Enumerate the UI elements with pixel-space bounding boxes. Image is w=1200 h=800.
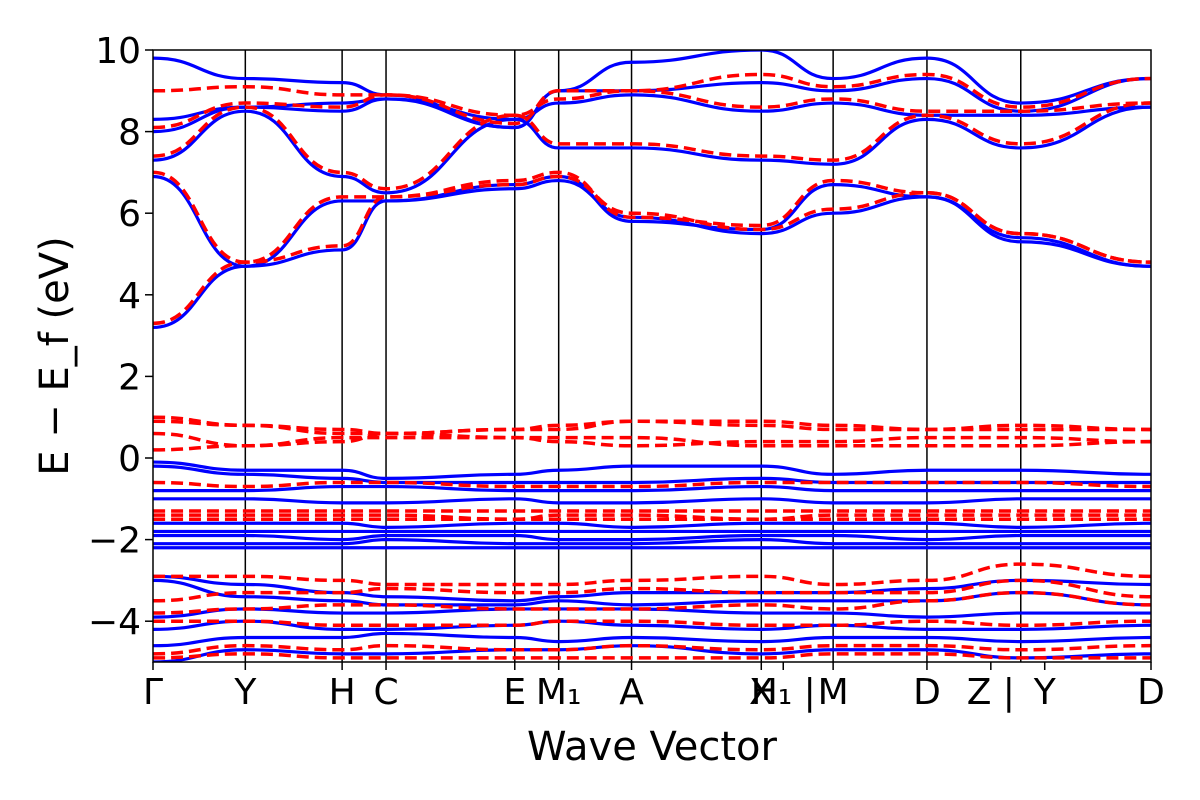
plot-area xyxy=(152,49,1152,663)
x-axis-ticks: Γ Y H C E M₁ A XH₁ | M D Z | Y D xyxy=(143,662,1165,713)
band-line xyxy=(153,464,1151,485)
y-tick-label: −2 xyxy=(88,521,141,562)
x-tick-label: M xyxy=(818,672,849,713)
x-tick-label: H₁ | xyxy=(751,672,816,713)
y-axis-ticks: 10 8 6 4 2 0 −2 −4 xyxy=(88,31,153,643)
band-line xyxy=(153,89,1151,130)
band-line xyxy=(153,105,1151,195)
solid-band-series xyxy=(153,50,1151,662)
band-line xyxy=(153,50,1151,130)
band-line xyxy=(153,480,1151,489)
band-line xyxy=(153,607,1151,619)
x-axis-title: Wave Vector xyxy=(527,724,778,770)
x-tick-label: A xyxy=(619,672,644,713)
band-line xyxy=(153,76,1151,130)
plot-frame xyxy=(152,49,1152,663)
band-line xyxy=(153,431,1151,452)
x-tick-label: M₁ xyxy=(536,672,582,713)
band-line xyxy=(153,578,1151,603)
band-lines xyxy=(153,50,1151,662)
band-line xyxy=(153,631,1151,648)
band-line xyxy=(153,521,1151,529)
band-line xyxy=(153,460,1151,481)
band-line xyxy=(153,533,1151,542)
band-line xyxy=(153,484,1151,493)
y-tick-label: −4 xyxy=(88,602,141,643)
band-line xyxy=(153,72,1151,126)
band-line xyxy=(153,174,1151,326)
band-line xyxy=(153,101,1151,191)
band-line xyxy=(153,652,1151,660)
x-tick-label: E xyxy=(503,672,526,713)
band-line xyxy=(153,537,1151,546)
y-axis-title: E − E_f (eV) xyxy=(32,236,78,475)
band-line xyxy=(153,513,1151,521)
y-tick-label: 4 xyxy=(118,276,141,317)
band-line xyxy=(153,619,1151,631)
x-tick-label: D xyxy=(913,672,941,713)
x-tick-label: Y xyxy=(233,672,257,713)
x-tick-label: Γ xyxy=(143,672,163,713)
x-tick-label: Y xyxy=(1033,672,1057,713)
y-tick-label: 0 xyxy=(118,439,141,480)
kpoint-separators xyxy=(244,50,1022,662)
band-line xyxy=(153,419,1151,436)
band-line xyxy=(153,619,1151,628)
x-tick-label: H xyxy=(329,672,356,713)
x-tick-label: C xyxy=(373,672,398,713)
y-tick-label: 2 xyxy=(118,357,141,398)
y-tick-label: 8 xyxy=(118,113,141,154)
x-tick-label: X xyxy=(749,672,774,713)
band-line xyxy=(153,178,1151,330)
band-line xyxy=(153,431,1151,448)
dashed-band-series xyxy=(153,72,1151,660)
band-line xyxy=(153,174,1151,268)
band-line xyxy=(153,578,1151,607)
y-tick-label: 6 xyxy=(118,194,141,235)
band-line xyxy=(153,590,1151,615)
y-tick-label: 10 xyxy=(95,31,141,72)
x-tick-label: Z | xyxy=(967,672,1015,713)
band-line xyxy=(153,170,1151,264)
x-tick-label: D xyxy=(1137,672,1165,713)
band-line xyxy=(153,93,1151,134)
band-line xyxy=(153,497,1151,505)
band-line xyxy=(153,562,1151,587)
band-line xyxy=(153,643,1151,656)
